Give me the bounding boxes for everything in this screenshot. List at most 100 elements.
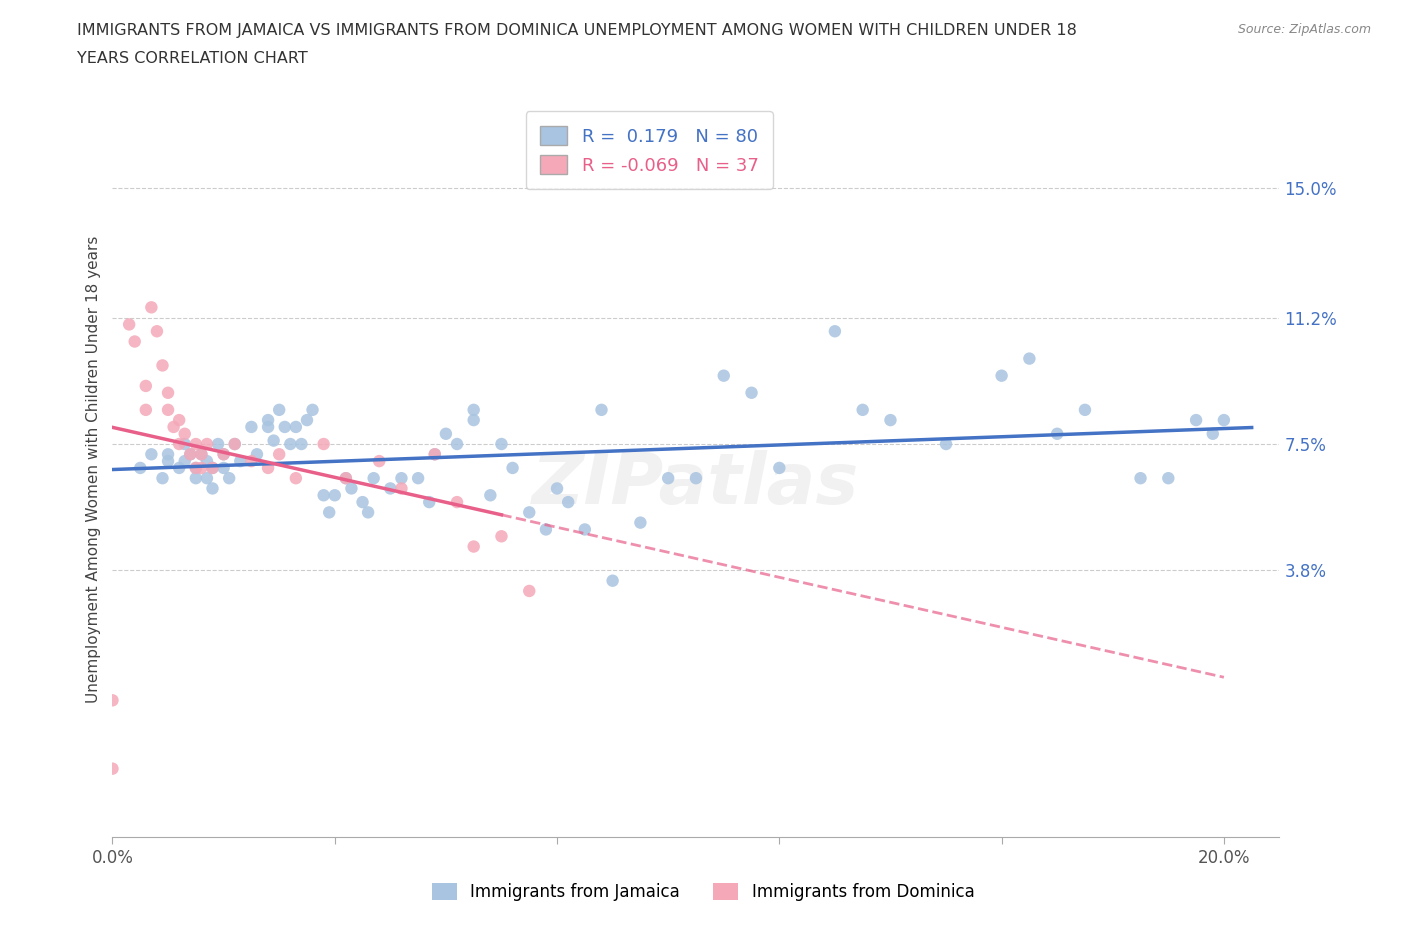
Point [129, 460, 152, 475]
Legend: R =  0.179   N = 80, R = -0.069   N = 37: R = 0.179 N = 80, R = -0.069 N = 37 [526, 112, 773, 189]
Point [657, 471, 679, 485]
Point [246, 446, 269, 461]
Point [685, 471, 707, 485]
Point [269, 446, 291, 461]
Point [335, 471, 357, 485]
Point [274, 419, 297, 434]
Point [190, 460, 212, 475]
Point [491, 529, 513, 544]
Point [152, 471, 174, 485]
Point [295, 413, 318, 428]
Point [1018, 352, 1040, 366]
Point [195, 454, 218, 469]
Point [146, 324, 169, 339]
Point [201, 481, 224, 496]
Point [157, 446, 180, 461]
Point [212, 460, 235, 475]
Text: IMMIGRANTS FROM JAMAICA VS IMMIGRANTS FROM DOMINICA UNEMPLOYMENT AMONG WOMEN WIT: IMMIGRANTS FROM JAMAICA VS IMMIGRANTS FR… [77, 23, 1077, 38]
Point [167, 413, 190, 428]
Point [713, 368, 735, 383]
Point [118, 317, 141, 332]
Point [741, 385, 763, 400]
Point [1185, 413, 1208, 428]
Point [184, 460, 207, 475]
Point [340, 481, 363, 496]
Point [190, 446, 212, 461]
Point [434, 426, 457, 441]
Point [591, 403, 613, 418]
Point [423, 446, 446, 461]
Point [318, 505, 340, 520]
Text: Source: ZipAtlas.com: Source: ZipAtlas.com [1237, 23, 1371, 36]
Point [463, 413, 485, 428]
Point [463, 539, 485, 554]
Point [190, 446, 212, 461]
Point [284, 419, 307, 434]
Point [201, 460, 224, 475]
Point [463, 403, 485, 418]
Point [1046, 426, 1069, 441]
Legend: Immigrants from Jamaica, Immigrants from Dominica: Immigrants from Jamaica, Immigrants from… [425, 876, 981, 908]
Point [240, 419, 263, 434]
Point [423, 446, 446, 461]
Point [1074, 403, 1097, 418]
Point [263, 433, 285, 448]
Point [184, 460, 207, 475]
Point [179, 446, 201, 461]
Point [212, 446, 235, 461]
Point [229, 454, 252, 469]
Point [517, 505, 540, 520]
Point [157, 454, 180, 469]
Point [768, 460, 790, 475]
Point [602, 573, 624, 588]
Point [446, 495, 468, 510]
Text: YEARS CORRELATION CHART: YEARS CORRELATION CHART [77, 51, 308, 66]
Point [152, 358, 174, 373]
Point [240, 454, 263, 469]
Point [352, 495, 374, 510]
Point [879, 413, 901, 428]
Point [312, 436, 335, 451]
Point [491, 436, 513, 451]
Point [195, 471, 218, 485]
Point [167, 436, 190, 451]
Point [157, 403, 180, 418]
Point [935, 436, 957, 451]
Point [1129, 471, 1152, 485]
Point [363, 471, 385, 485]
Point [517, 583, 540, 598]
Point [534, 522, 557, 537]
Point [1212, 413, 1234, 428]
Point [574, 522, 596, 537]
Point [124, 334, 146, 349]
Point [179, 446, 201, 461]
Point [446, 436, 468, 451]
Text: ZIPatlas: ZIPatlas [533, 450, 859, 519]
Point [557, 495, 579, 510]
Point [224, 436, 246, 451]
Point [135, 379, 157, 393]
Point [257, 419, 280, 434]
Point [218, 471, 240, 485]
Point [406, 471, 429, 485]
Point [418, 495, 440, 510]
Point [101, 693, 124, 708]
Point [173, 426, 195, 441]
Y-axis label: Unemployment Among Women with Children Under 18 years: Unemployment Among Women with Children U… [86, 236, 101, 703]
Point [141, 299, 163, 314]
Point [335, 471, 357, 485]
Point [269, 403, 291, 418]
Point [357, 505, 380, 520]
Point [257, 413, 280, 428]
Point [284, 471, 307, 485]
Point [184, 471, 207, 485]
Point [135, 403, 157, 418]
Point [207, 436, 229, 451]
Point [201, 460, 224, 475]
Point [173, 436, 195, 451]
Point [224, 436, 246, 451]
Point [278, 436, 301, 451]
Point [167, 460, 190, 475]
Point [290, 436, 312, 451]
Point [195, 436, 218, 451]
